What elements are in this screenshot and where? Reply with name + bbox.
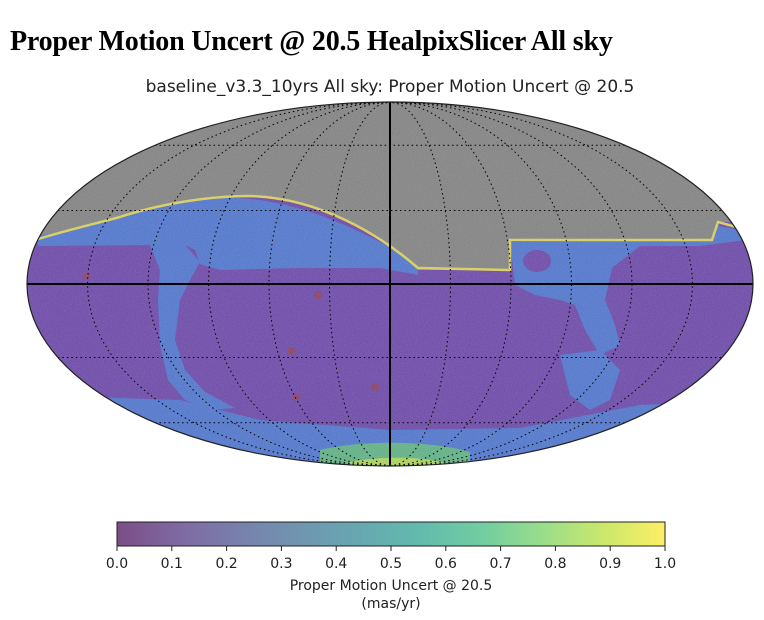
colorbar-tick-label: 0.9 — [599, 556, 621, 572]
meridian-line — [389, 102, 512, 466]
colorbar-tick-label: 0.3 — [270, 556, 292, 572]
page-heading: Proper Motion Uncert @ 20.5 HealpixSlice… — [10, 26, 613, 57]
chart-title: baseline_v3.3_10yrs All sky: Proper Moti… — [146, 77, 635, 97]
colorbar-tick-label: 0.2 — [215, 556, 237, 572]
colorbar-tick-label: 0.7 — [489, 556, 511, 572]
meridian-line — [389, 102, 633, 466]
meridian-line — [147, 102, 391, 466]
colorbar-gradient — [116, 521, 666, 547]
colorbar-ticks: 0.0 0.1 0.2 0.3 0.4 0.5 0.6 0.7 0.8 0.9 1.0 — [106, 546, 676, 572]
colorbar: 0.0 0.1 0.2 0.3 0.4 0.5 0.6 0.7 0.8 0.9 1.0 Proper… — [106, 521, 676, 612]
meridian-line — [268, 102, 391, 466]
graticule — [27, 102, 753, 466]
colorbar-tick-label: 0.4 — [325, 556, 347, 572]
colorbar-tick-label: 0.5 — [380, 556, 402, 572]
sky-map — [27, 102, 753, 466]
colorbar-tick-label: 0.6 — [435, 556, 457, 572]
colorbar-units: (mas/yr) — [361, 596, 420, 612]
map-border — [26, 101, 754, 467]
colorbar-tick-label: 0.8 — [544, 556, 566, 572]
colorbar-tick-label: 0.1 — [161, 556, 183, 572]
colorbar-label: Proper Motion Uncert @ 20.5 — [290, 578, 493, 594]
colorbar-tick-label: 0.0 — [106, 556, 128, 572]
colorbar-tick-label: 1.0 — [654, 556, 676, 572]
